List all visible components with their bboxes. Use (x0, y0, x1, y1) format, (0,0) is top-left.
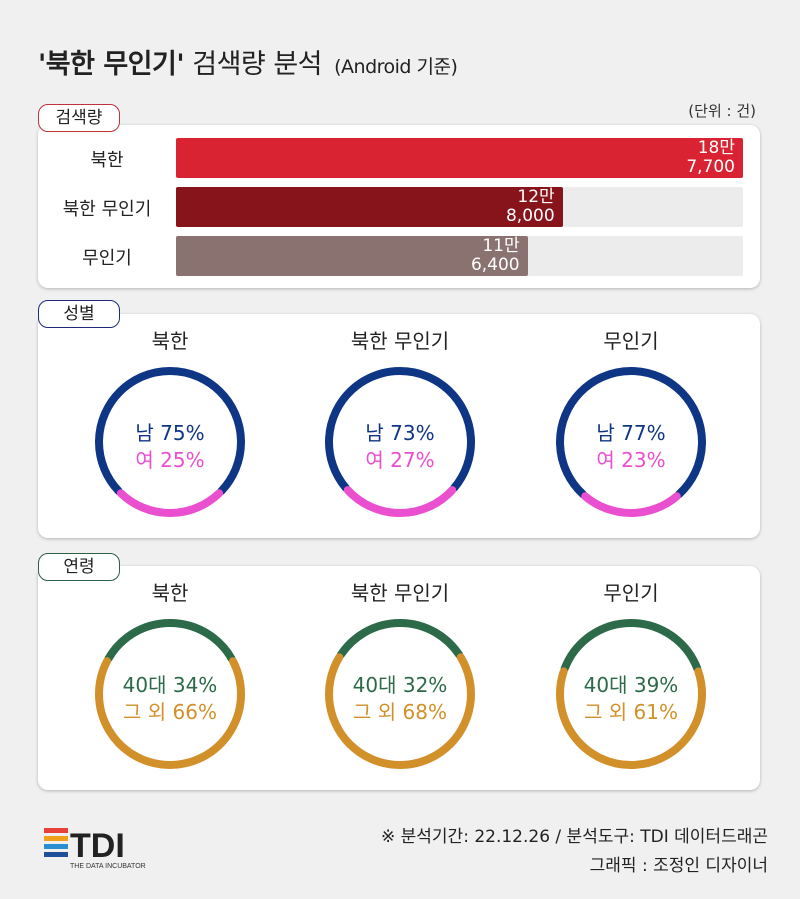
donut-slice-label: 남 77% (596, 421, 665, 445)
donut-slice (95, 657, 245, 769)
bar: 11만 6,400 (176, 236, 528, 276)
bar-category-label: 북한 무인기 (62, 199, 152, 220)
title-subtitle: (Android 기준) (334, 56, 458, 78)
donut-slice-label: 여 27% (365, 448, 434, 472)
donut-slice-label: 40대 34% (123, 673, 218, 697)
page-title: '북한 무인기' 검색량 분석 (Android 기준) (38, 42, 458, 81)
donut-title: 무인기 (603, 581, 658, 605)
donut-slice-label: 남 75% (135, 421, 204, 445)
donut-slice (325, 367, 475, 492)
donut-slice (336, 619, 464, 659)
bar-track: 12만 8,000 (176, 187, 743, 227)
donut-slice (560, 619, 702, 673)
donut-slice (581, 492, 681, 517)
donut-title: 무인기 (603, 329, 658, 353)
donut-slice-label: 그 외 68% (353, 700, 447, 724)
donut-slice (556, 367, 706, 499)
donut-slice (343, 486, 457, 517)
bar-category-label: 무인기 (82, 248, 132, 269)
title-keyword: '북한 무인기' (38, 49, 185, 80)
tdi-logo: TDI THE DATA INCUBATOR (44, 826, 154, 874)
logo-subtext: THE DATA INCUBATOR (70, 863, 146, 870)
bar-category-label: 북한 (90, 150, 124, 171)
donut-slice (104, 619, 236, 663)
donut-slice-label: 여 23% (596, 448, 665, 472)
age-card (38, 566, 760, 790)
tdi-logo-mark: TDI THE DATA INCUBATOR (44, 827, 146, 870)
donut-slice-label: 40대 39% (584, 673, 679, 697)
donut-title: 북한 무인기 (351, 581, 449, 605)
donut-slice-label: 남 73% (365, 421, 434, 445)
bar-value-label: 18만 7,700 (686, 138, 735, 177)
donut-slice (116, 489, 224, 517)
age-donut-charts: 북한 40대 34% 그 외 66% 북한 무인기 40대 32% 그 외 68% 무인기 4… (95, 581, 706, 769)
logo-text: TDI (70, 827, 125, 865)
donut-title: 북한 무인기 (351, 329, 449, 353)
donut-slice-label: 그 외 66% (123, 700, 217, 724)
bar-track: 18만 7,700 (176, 138, 743, 178)
bar-value-label: 11만 6,400 (470, 236, 520, 275)
bar-track: 11만 6,400 (176, 236, 743, 276)
donut-title: 북한 (152, 329, 189, 353)
graphic-credit: 그래픽 : 조정인 디자이너 (589, 856, 768, 876)
bar-value-label: 12만 8,000 (505, 187, 555, 226)
bar: 18만 7,700 (176, 138, 743, 178)
donut-slice (556, 667, 706, 769)
donut-title: 북한 (152, 581, 189, 605)
donut-slice (325, 653, 475, 769)
donut-slice-label: 40대 32% (353, 673, 448, 697)
title-rest: 검색량 분석 (192, 49, 323, 80)
volume-section-tag: 검색량 (38, 104, 120, 132)
age-section-tag: 연령 (38, 553, 120, 581)
donut-slice-label: 여 25% (135, 448, 204, 472)
donut-slice (95, 367, 245, 496)
unit-label: (단위 : 건) (688, 102, 756, 120)
gender-section-tag: 성별 (38, 300, 120, 328)
analysis-period: ※ 분석기간: 22.12.26 / 분석도구: TDI 데이터드래곤 (380, 827, 768, 847)
donut-slice-label: 그 외 61% (584, 700, 678, 724)
gender-card (38, 314, 760, 538)
bar: 12만 8,000 (176, 187, 563, 227)
